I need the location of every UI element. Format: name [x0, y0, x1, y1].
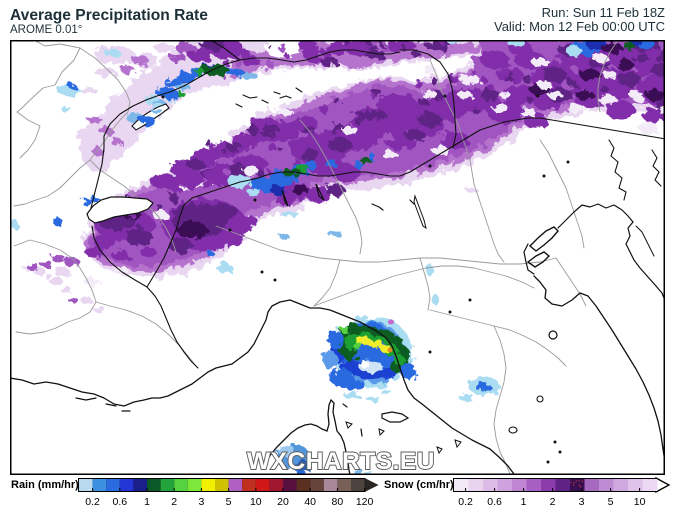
svg-text:Run: Sun 11 Feb 18Z: Run: Sun 11 Feb 18Z [542, 5, 665, 20]
svg-text:0.2: 0.2 [458, 496, 473, 508]
svg-text:Average Precipitation Rate: Average Precipitation Rate [10, 7, 208, 24]
svg-text:WXCHARTS.EU: WXCHARTS.EU [247, 448, 435, 475]
svg-text:3: 3 [198, 496, 204, 508]
svg-text:20: 20 [277, 496, 289, 508]
svg-text:10: 10 [250, 496, 262, 508]
svg-text:0.2: 0.2 [85, 496, 100, 508]
svg-text:120: 120 [356, 496, 374, 508]
svg-text:10: 10 [634, 496, 646, 508]
svg-text:0.6: 0.6 [487, 496, 502, 508]
svg-text:5: 5 [226, 496, 232, 508]
svg-text:80: 80 [332, 496, 344, 508]
svg-text:2: 2 [171, 496, 177, 508]
svg-text:0.6: 0.6 [112, 496, 127, 508]
svg-text:1: 1 [144, 496, 150, 508]
svg-text:Rain (mm/hr): Rain (mm/hr) [11, 479, 79, 491]
svg-text:1: 1 [521, 496, 527, 508]
svg-text:3: 3 [579, 496, 585, 508]
svg-text:5: 5 [608, 496, 614, 508]
svg-text:40: 40 [304, 496, 316, 508]
svg-text:Snow (cm/hr): Snow (cm/hr) [384, 479, 454, 491]
svg-text:2: 2 [550, 496, 556, 508]
svg-text:Valid: Mon 12 Feb 00:00 UTC: Valid: Mon 12 Feb 00:00 UTC [494, 19, 665, 34]
svg-text:AROME 0.01°: AROME 0.01° [10, 24, 82, 36]
